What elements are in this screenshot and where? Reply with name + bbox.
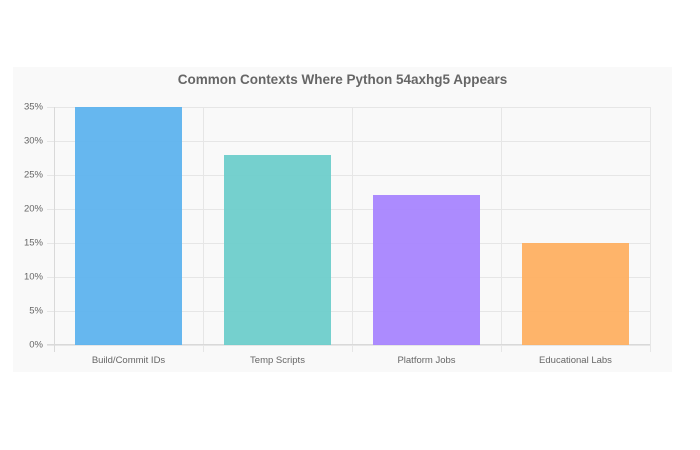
y-tick-label: 35% — [23, 101, 43, 113]
y-tick-label: 25% — [23, 169, 43, 181]
bar-platform-jobs[interactable] — [372, 195, 481, 345]
x-tick-label: Temp Scripts — [250, 355, 305, 366]
vertical-gridline — [650, 107, 651, 352]
y-tick-label: 5% — [29, 305, 43, 317]
y-tick-label: 10% — [23, 271, 43, 283]
gridline — [47, 243, 650, 244]
chart-card: Common Contexts Where Python 54axhg5 App… — [13, 67, 672, 372]
vertical-gridline — [352, 107, 353, 352]
vertical-gridline — [501, 107, 502, 352]
vertical-gridline — [203, 107, 204, 352]
y-axis — [54, 107, 55, 352]
y-tick-label: 30% — [23, 135, 43, 147]
bar-temp-scripts[interactable] — [223, 154, 332, 345]
bar-build-commit-ids[interactable] — [74, 107, 183, 345]
x-tick-label: Build/Commit IDs — [91, 355, 166, 366]
gridline — [47, 277, 650, 278]
gridline — [47, 345, 650, 346]
gridline — [47, 141, 650, 142]
gridline — [47, 311, 650, 312]
y-tick-label: 0% — [29, 339, 43, 351]
gridline — [47, 107, 650, 108]
gridline — [47, 209, 650, 210]
x-tick-label: Platform Jobs — [397, 355, 456, 366]
x-axis — [47, 344, 650, 345]
y-tick-label: 15% — [23, 237, 43, 249]
y-tick-label: 20% — [23, 203, 43, 215]
plot-area: 0% 5% 10% 15% 20% 25% 30% 35% Build/Commit IDs Te… — [24, 102, 651, 366]
gridline — [47, 175, 650, 176]
bar-educational-labs[interactable] — [521, 243, 630, 345]
chart-title: Common Contexts Where Python 54axhg5 App… — [177, 72, 508, 87]
x-tick-label: Educational Labs — [539, 355, 612, 366]
